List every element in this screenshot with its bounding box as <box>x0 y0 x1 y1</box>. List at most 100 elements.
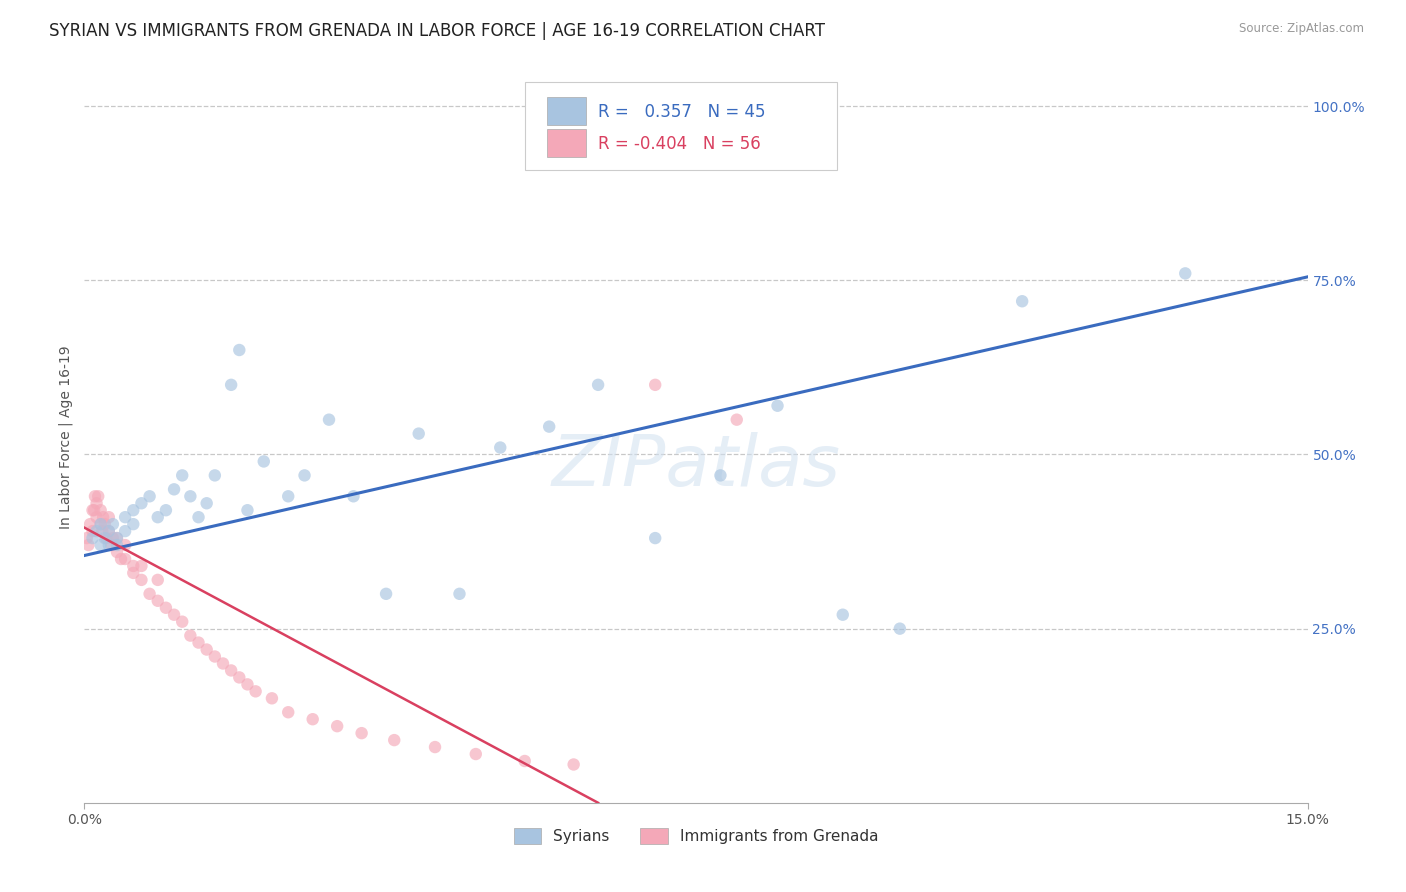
Point <box>122 517 145 532</box>
Point <box>82 531 104 545</box>
Point <box>586 377 609 392</box>
Y-axis label: In Labor Force | Age 16-19: In Labor Force | Age 16-19 <box>59 345 73 529</box>
Point <box>195 642 218 657</box>
Text: ZIPatlas: ZIPatlas <box>551 432 841 500</box>
Point <box>84 489 107 503</box>
Point <box>766 399 789 413</box>
Point <box>228 343 250 357</box>
Point <box>831 607 853 622</box>
Point <box>204 468 226 483</box>
Point <box>195 496 218 510</box>
Point <box>91 524 114 538</box>
Point <box>105 531 128 545</box>
Point <box>889 622 911 636</box>
Point <box>172 468 194 483</box>
Point <box>513 754 536 768</box>
Point <box>294 468 316 483</box>
Point <box>105 531 128 545</box>
Point <box>219 664 242 678</box>
Point <box>114 538 136 552</box>
Text: R = -0.404   N = 56: R = -0.404 N = 56 <box>598 135 761 153</box>
Point <box>122 566 145 580</box>
Point <box>489 441 512 455</box>
Point <box>709 468 731 483</box>
Point <box>301 712 323 726</box>
Point <box>538 419 561 434</box>
Point <box>90 517 112 532</box>
Point <box>277 705 299 719</box>
Point <box>146 573 169 587</box>
Point <box>86 496 108 510</box>
Point <box>146 594 169 608</box>
Point <box>644 531 666 545</box>
Point <box>318 412 340 426</box>
Point <box>114 552 136 566</box>
Point <box>96 531 118 545</box>
Point <box>1011 294 1033 309</box>
Text: R =   0.357   N = 45: R = 0.357 N = 45 <box>598 103 766 120</box>
Point <box>114 510 136 524</box>
Point <box>375 587 398 601</box>
Point <box>212 657 235 671</box>
Point <box>236 677 259 691</box>
Point <box>131 496 153 510</box>
Point <box>219 377 242 392</box>
Text: Source: ZipAtlas.com: Source: ZipAtlas.com <box>1239 22 1364 36</box>
Point <box>97 538 120 552</box>
Point <box>187 510 209 524</box>
Point <box>131 558 153 573</box>
Point <box>382 733 405 747</box>
Point <box>342 489 364 503</box>
Point <box>260 691 283 706</box>
Point <box>105 538 128 552</box>
Point <box>449 587 471 601</box>
Point <box>122 558 145 573</box>
FancyBboxPatch shape <box>547 97 586 125</box>
Point <box>725 412 748 426</box>
Point <box>179 489 201 503</box>
Point <box>97 524 120 538</box>
Point <box>114 524 136 538</box>
Point <box>155 600 177 615</box>
Point <box>82 524 104 538</box>
Point <box>100 538 122 552</box>
Point <box>236 503 259 517</box>
Point <box>253 454 276 468</box>
Point <box>562 757 585 772</box>
Point <box>87 489 110 503</box>
Point <box>644 377 666 392</box>
Point <box>146 510 169 524</box>
Point <box>408 426 430 441</box>
Point <box>90 503 112 517</box>
Point <box>277 489 299 503</box>
Point <box>423 740 446 755</box>
Point <box>97 510 120 524</box>
Point <box>138 587 160 601</box>
FancyBboxPatch shape <box>524 82 837 170</box>
Point <box>172 615 194 629</box>
Point <box>79 517 101 532</box>
Point <box>138 489 160 503</box>
Point <box>97 524 120 538</box>
Point <box>163 607 186 622</box>
Legend: Syrians, Immigrants from Grenada: Syrians, Immigrants from Grenada <box>508 822 884 850</box>
Point <box>82 503 104 517</box>
Point <box>122 503 145 517</box>
Point <box>90 517 112 532</box>
Point <box>90 538 112 552</box>
Point <box>86 524 108 538</box>
Point <box>163 483 186 497</box>
Point <box>204 649 226 664</box>
Point <box>77 538 100 552</box>
Point <box>105 545 128 559</box>
Point <box>326 719 349 733</box>
Point <box>91 510 114 524</box>
Point <box>155 503 177 517</box>
Point <box>93 517 115 532</box>
Point <box>131 573 153 587</box>
Point <box>228 670 250 684</box>
Point <box>86 510 108 524</box>
Point <box>1174 266 1197 280</box>
Point <box>76 531 98 545</box>
Point <box>187 635 209 649</box>
